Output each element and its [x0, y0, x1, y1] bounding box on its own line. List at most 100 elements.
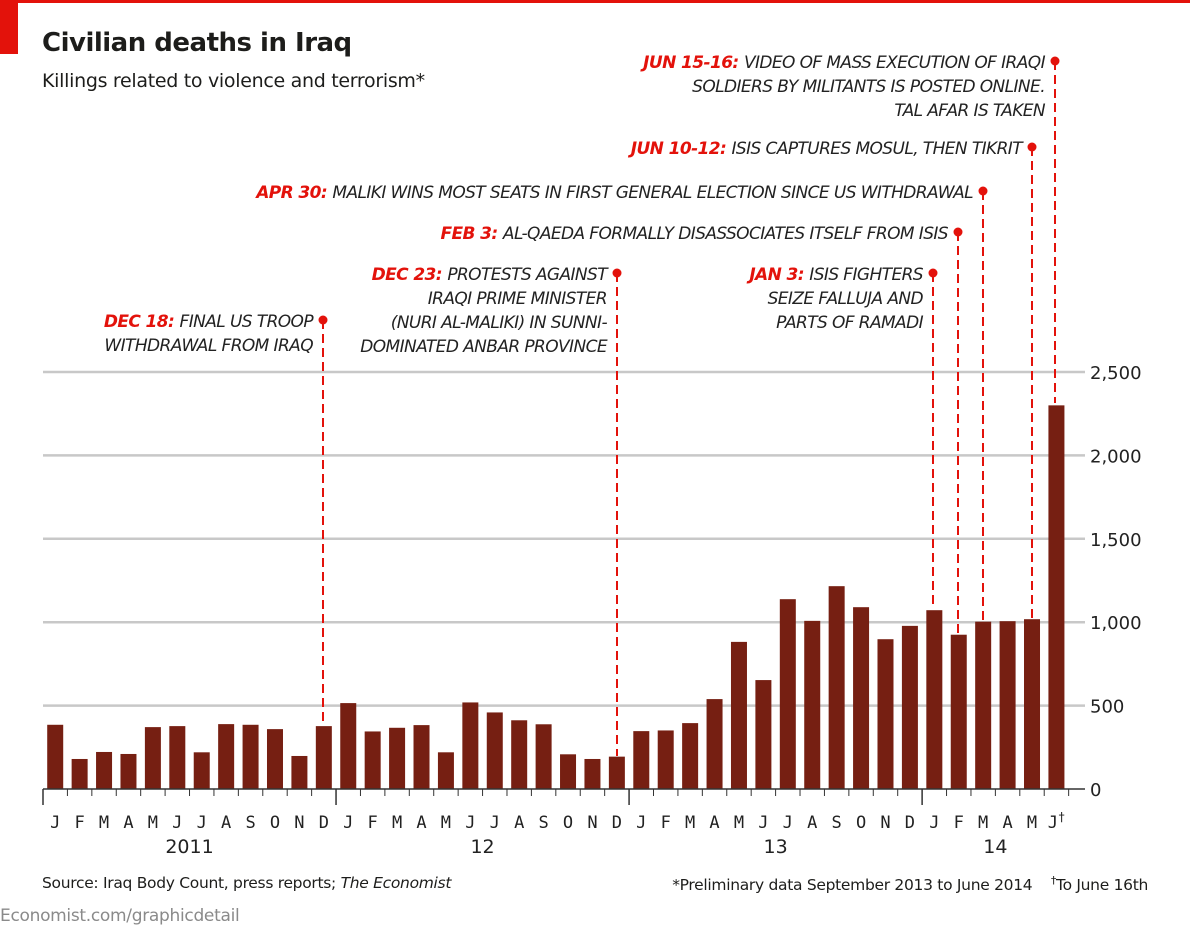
month-label: J — [758, 813, 768, 833]
y-tick-label: 0 — [1090, 780, 1101, 801]
annotation: DEC 18: FINAL US TROOP WITHDRAWAL FROM IR… — [104, 312, 328, 724]
month-label: J — [490, 813, 500, 833]
bar — [755, 680, 772, 789]
month-label: J — [465, 813, 475, 833]
month-label: J — [929, 813, 939, 833]
annotation-dot — [928, 268, 938, 278]
chart-title: Civilian deaths in Iraq — [42, 28, 352, 58]
bar — [242, 724, 259, 789]
month-label: M — [978, 813, 988, 833]
month-label: J — [197, 813, 207, 833]
annotation: JAN 3: ISIS FIGHTERS SEIZE FALLUJA AND PAR… — [746, 265, 938, 609]
annotation: JUN 15-16: VIDEO OF MASS EXECUTION OF IR… — [640, 53, 1060, 403]
month-label: M — [1027, 813, 1037, 833]
annotation-line: (NURI AL-MALIKI) IN SUNNI- — [391, 313, 608, 333]
year-label: 2011 — [165, 836, 213, 858]
month-label: J — [172, 813, 182, 833]
month-label: F — [954, 813, 964, 833]
month-label: J — [636, 813, 646, 833]
y-tick-label: 1,500 — [1090, 530, 1142, 551]
month-label: A — [221, 813, 231, 833]
month-label: D — [319, 813, 329, 833]
bar — [511, 720, 528, 789]
dagger-mark: † — [1050, 874, 1057, 887]
month-label: O — [856, 813, 866, 833]
annotation-date: JUN 10-12: — [628, 139, 732, 159]
bar — [608, 756, 625, 789]
month-label: J — [343, 813, 353, 833]
annotation-date: APR 30: — [254, 183, 332, 203]
annotation: FEB 3: AL-QAEDA FORMALLY DISASSOCIATES I… — [440, 224, 963, 634]
month-label: N — [587, 813, 597, 833]
annotation: APR 30: MALIKI WINS MOST SEATS IN FIRST … — [254, 183, 988, 621]
bar — [1048, 405, 1065, 789]
annotation-headline: DEC 18: FINAL US TROOP — [104, 312, 315, 332]
annotation-headline: APR 30: MALIKI WINS MOST SEATS IN FIRST … — [254, 183, 973, 203]
year-label: 12 — [470, 836, 494, 858]
annotation-headline: DEC 23: PROTESTS AGAINST — [372, 265, 610, 285]
month-label: M — [99, 813, 109, 833]
annotation: JUN 10-12: ISIS CAPTURES MOSUL, THEN TIK… — [628, 139, 1037, 618]
bar — [804, 620, 821, 789]
annotation-date: JUN 15-16: — [640, 53, 744, 73]
chart-subtitle: Killings related to violence and terrori… — [42, 70, 425, 92]
bar — [218, 724, 235, 789]
y-tick-label: 2,500 — [1090, 363, 1142, 384]
annotation-line: SOLDIERS BY MILITANTS IS POSTED ONLINE. — [692, 77, 1045, 97]
bar — [535, 724, 552, 789]
source-url[interactable]: Economist.com/graphicdetail — [0, 906, 240, 926]
month-label: F — [661, 813, 671, 833]
annotation-headline: JUN 10-12: ISIS CAPTURES MOSUL, THEN TIK… — [628, 139, 1024, 159]
annotation-headline: FEB 3: AL-QAEDA FORMALLY DISASSOCIATES I… — [440, 224, 948, 244]
month-label: A — [807, 813, 817, 833]
month-label: J† — [1048, 810, 1065, 833]
month-label: J — [783, 813, 793, 833]
source-text: Source: Iraq Body Count, press reports; — [42, 874, 341, 892]
month-label: A — [514, 813, 524, 833]
y-tick-label: 2,000 — [1090, 446, 1142, 467]
annotation-date: DEC 18: — [104, 312, 180, 332]
bar — [706, 699, 723, 789]
y-tick-label: 1,000 — [1090, 613, 1142, 634]
month-label: M — [392, 813, 402, 833]
bar — [291, 755, 308, 789]
bar — [999, 621, 1016, 789]
bar — [682, 723, 699, 789]
bar — [975, 621, 992, 789]
brand-tag — [0, 0, 18, 54]
month-label: D — [905, 813, 915, 833]
bar — [144, 727, 161, 789]
bar — [96, 751, 113, 789]
month-label: F — [75, 813, 85, 833]
annotation-dot — [1050, 56, 1060, 66]
annotation-line: IRAQI PRIME MINISTER — [428, 289, 607, 309]
month-label: M — [734, 813, 744, 833]
source-publication: The Economist — [340, 874, 452, 892]
annotation-dot — [978, 186, 988, 196]
bar — [877, 639, 894, 789]
bar — [560, 754, 577, 789]
month-label: A — [709, 813, 719, 833]
month-label: J — [50, 813, 60, 833]
bar — [657, 730, 674, 789]
bar — [413, 725, 430, 789]
bar — [462, 702, 479, 789]
bar — [120, 753, 137, 789]
month-label: O — [270, 813, 280, 833]
annotations: DEC 18: FINAL US TROOP WITHDRAWAL FROM IR… — [104, 53, 1060, 756]
annotation-line: DOMINATED ANBAR PROVINCE — [360, 337, 608, 357]
bar — [633, 731, 650, 789]
bar — [169, 726, 186, 789]
month-label: M — [685, 813, 695, 833]
annotation-date: DEC 23: — [372, 265, 448, 285]
annotation-line: TAL AFAR IS TAKEN — [894, 101, 1046, 121]
bar — [315, 726, 332, 789]
bar — [47, 724, 64, 789]
month-label: M — [441, 813, 451, 833]
bar — [730, 641, 747, 789]
bar — [950, 634, 967, 789]
year-label: 14 — [983, 836, 1007, 858]
bar — [828, 586, 845, 789]
